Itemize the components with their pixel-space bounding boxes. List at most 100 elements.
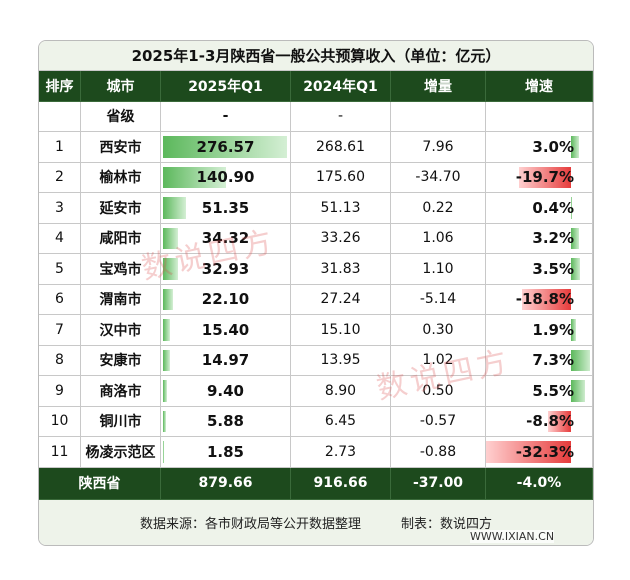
rank-cell: 9 [39, 376, 81, 407]
cell-text: -32.3% [515, 442, 574, 461]
cell-text: 杨凌示范区 [85, 444, 156, 461]
footer-text: 制表：数说四方 [401, 516, 493, 532]
value-cell: 1.02 [391, 345, 486, 376]
value-cell: 22.10 [161, 284, 291, 315]
growth-cell: 5.5% [486, 376, 593, 407]
growth-bar [571, 197, 573, 219]
value-cell: 276.57 [161, 132, 291, 163]
growth-cell: -18.8% [486, 284, 593, 315]
cell-text: 1 [55, 138, 64, 155]
data-bar [163, 288, 173, 310]
cell-text: 9.40 [206, 381, 244, 400]
city-cell: 商洛市 [81, 376, 161, 407]
city-cell: 咸阳市 [81, 223, 161, 254]
value-cell: 15.10 [291, 315, 391, 346]
growth-bar [486, 441, 571, 463]
value-cell: 51.13 [291, 193, 391, 224]
total-cell: -4.0% [486, 467, 593, 500]
cell-text: 6 [55, 291, 64, 308]
cell-text: 7.96 [422, 138, 454, 155]
growth-cell: 3.5% [486, 254, 593, 285]
city-cell: 西安市 [81, 132, 161, 163]
cell-text: 陕西省 [78, 476, 121, 492]
cell-text: 1.06 [422, 230, 454, 247]
value-cell: -0.88 [391, 437, 486, 468]
cell-text: 51.13 [320, 199, 361, 216]
cell-text: 1.85 [206, 442, 244, 461]
cell-text: 汉中市 [99, 322, 142, 339]
growth-cell: 0.4% [486, 193, 593, 224]
cell-text: 1.10 [422, 260, 454, 277]
cell-text: 13.95 [320, 352, 361, 369]
city-cell: 铜川市 [81, 406, 161, 437]
value-cell: 0.22 [391, 193, 486, 224]
value-cell: 27.24 [291, 284, 391, 315]
cell-text: 2024年Q1 [303, 78, 378, 95]
cell-text: 10 [50, 413, 69, 430]
value-cell: 6.45 [291, 406, 391, 437]
rank-cell: 3 [39, 193, 81, 224]
city-cell: 渭南市 [81, 284, 161, 315]
cell-text: 175.60 [316, 169, 365, 186]
title: 2025年1-3月陕西省一般公共预算收入（单位：亿元） [39, 41, 593, 71]
growth-cell: 3.2% [486, 223, 593, 254]
rank-cell: 6 [39, 284, 81, 315]
value-cell [391, 101, 486, 132]
cell-text: 32.93 [201, 259, 250, 278]
cell-text: 0.4% [532, 198, 574, 217]
rank-cell: 2 [39, 162, 81, 193]
value-cell: - [291, 101, 391, 132]
cell-text: -0.88 [419, 443, 457, 460]
cell-text: 33.26 [320, 230, 361, 247]
cell-text: 3.0% [532, 137, 574, 156]
growth-bar [547, 410, 571, 432]
cell-text: 7 [55, 321, 64, 338]
cell-text: 西安市 [99, 139, 142, 156]
value-cell: 1.10 [391, 254, 486, 285]
cell-text: -19.7% [515, 168, 574, 187]
city-cell: 延安市 [81, 193, 161, 224]
total-cell: 916.66 [291, 467, 391, 500]
rank-cell: 5 [39, 254, 81, 285]
rank-cell: 4 [39, 223, 81, 254]
cell-text: 8 [55, 352, 64, 369]
rank-cell: 7 [39, 315, 81, 346]
growth-bar [519, 166, 571, 188]
cell-text: 排序 [45, 78, 74, 95]
cell-text: 4 [55, 230, 64, 247]
cell-text: -34.70 [415, 169, 461, 186]
rank-cell: 11 [39, 437, 81, 468]
cell-text: 铜川市 [99, 414, 142, 431]
cell-text: 11 [50, 443, 69, 460]
cell-text: 0.50 [422, 382, 454, 399]
cell-text: 0.22 [422, 199, 454, 216]
cell-text: 3.2% [532, 229, 574, 248]
cell-text: 14.97 [201, 351, 250, 370]
data-bar [163, 319, 170, 341]
value-cell: -34.70 [391, 162, 486, 193]
cell-text: -8.8% [526, 412, 574, 431]
rank-cell: 10 [39, 406, 81, 437]
value-cell: 34.32 [161, 223, 291, 254]
cell-text: 0.30 [422, 321, 454, 338]
cell-text: 2.73 [324, 443, 357, 460]
value-cell: 8.90 [291, 376, 391, 407]
growth-bar [571, 136, 579, 158]
cell-text: 268.61 [316, 138, 365, 155]
cell-text: 1.9% [532, 320, 574, 339]
cell-text: 咸阳市 [99, 231, 142, 248]
cell-text: 增速 [525, 78, 553, 95]
cell-text: 渭南市 [99, 292, 142, 309]
cell-text: 34.32 [201, 229, 250, 248]
footer-text: 数据来源：各市财政局等公开数据整理 [139, 516, 361, 532]
growth-bar [571, 319, 576, 341]
cell-text: 27.24 [320, 291, 361, 308]
cell-text: 5.88 [206, 412, 244, 431]
cell-text: 9 [55, 382, 64, 399]
cell-text: 5 [55, 260, 64, 277]
city-cell: 安康市 [81, 345, 161, 376]
rank-cell [39, 101, 81, 132]
cell-text: 3.5% [532, 259, 574, 278]
cell-text: -37.00 [412, 475, 464, 491]
